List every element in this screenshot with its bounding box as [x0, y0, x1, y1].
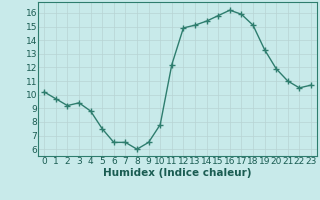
X-axis label: Humidex (Indice chaleur): Humidex (Indice chaleur) [103, 168, 252, 178]
